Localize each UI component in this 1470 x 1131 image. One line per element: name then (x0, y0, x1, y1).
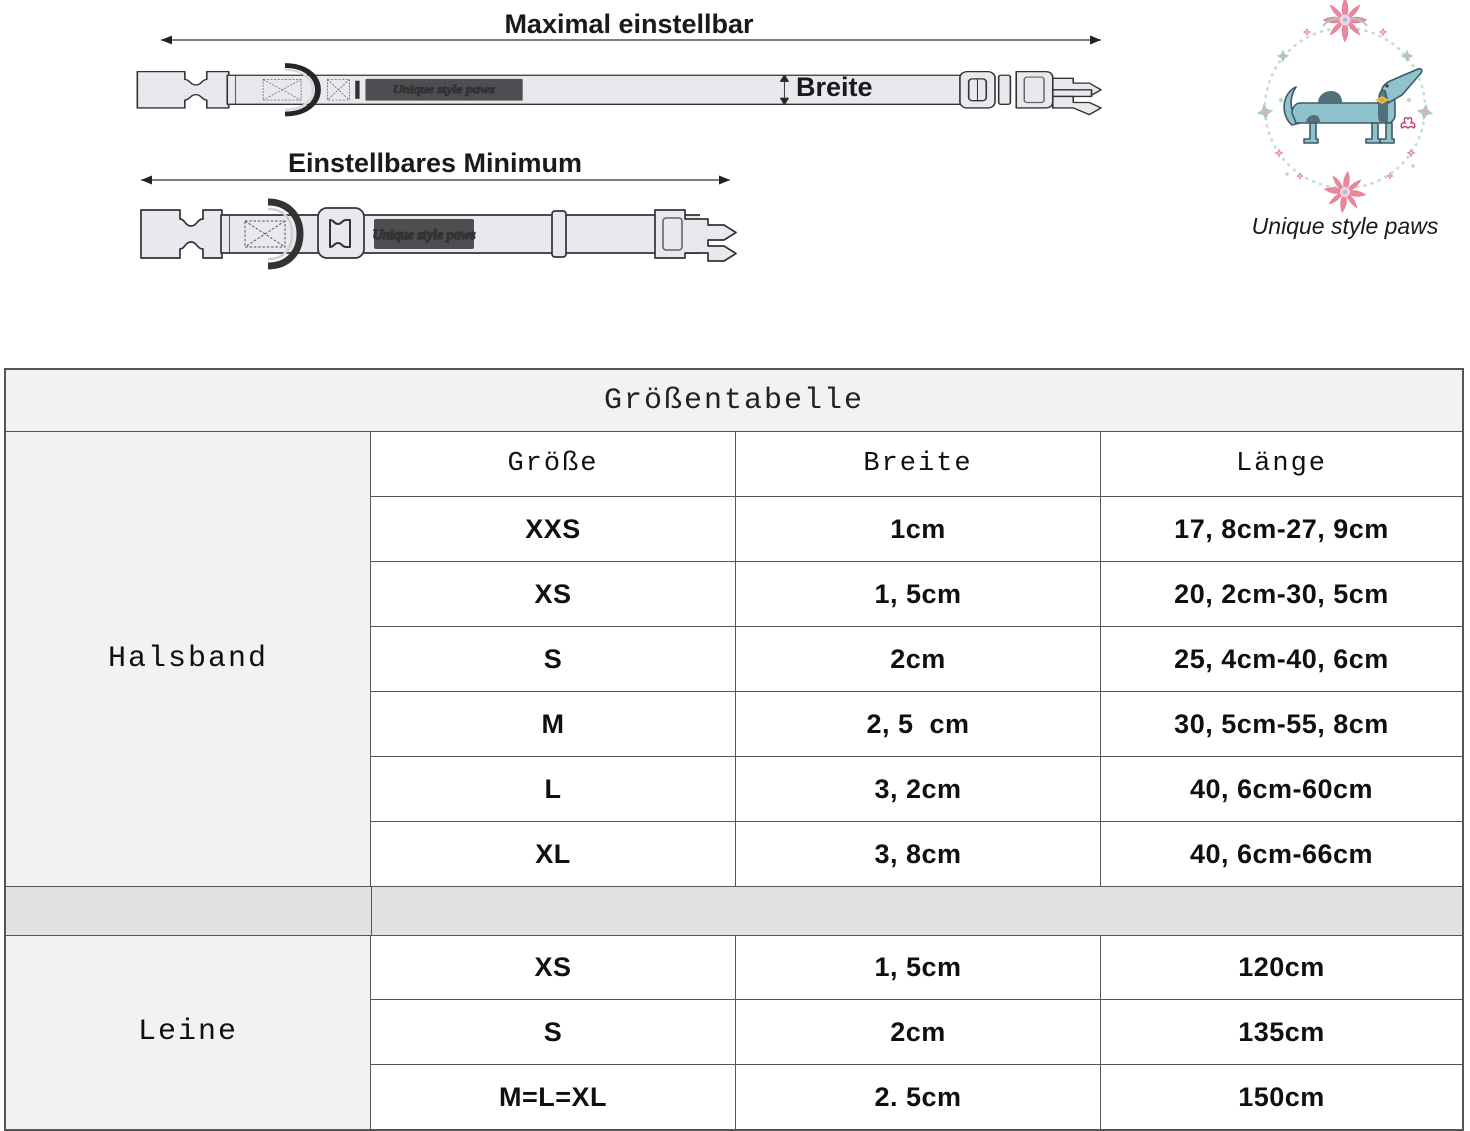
svg-text:Unique style paws: Unique style paws (1252, 213, 1439, 239)
svg-text:Unique style paws: Unique style paws (393, 83, 495, 96)
svg-text:Breite: Breite (796, 72, 873, 102)
svg-text:Einstellbares Minimum: Einstellbares Minimum (288, 150, 582, 178)
svg-text:Unique style paws: Unique style paws (373, 228, 476, 243)
svg-text:Maximal einstellbar: Maximal einstellbar (504, 9, 754, 39)
